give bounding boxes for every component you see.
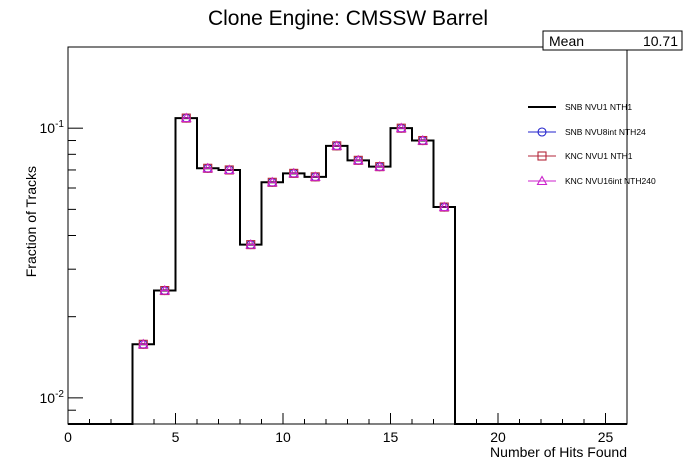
- y-axis-label: Fraction of Tracks: [23, 166, 39, 277]
- triangle-marker: [202, 162, 214, 173]
- square-marker: [537, 151, 547, 161]
- series-snb-nvu8int-nth24: [138, 113, 449, 349]
- histogram-step-line: [68, 117, 627, 425]
- triangle-marker: [288, 167, 300, 178]
- legend-label: SNB NVU8int NTH24: [565, 127, 646, 137]
- legend: SNB NVU1 NTH1 SNB NVU8int NTH24 KNC NVU1 N…: [528, 102, 656, 186]
- legend-entry-knc-nvu1-nth1: KNC NVU1 NTH1: [528, 151, 633, 161]
- legend-label: KNC NVU1 NTH1: [565, 151, 633, 161]
- legend-entry-snb-nvu1-nth1: SNB NVU1 NTH1: [528, 102, 632, 112]
- triangle-marker: [331, 140, 343, 150]
- triangle-marker: [159, 284, 171, 295]
- triangle-marker: [309, 171, 321, 181]
- stats-box-frame: [542, 30, 683, 51]
- triangle-marker: [536, 175, 548, 186]
- triangle-marker: [180, 112, 192, 123]
- stats-box: Mean 10.71: [542, 30, 683, 51]
- x-tick-label: 15: [383, 429, 399, 445]
- series-snb-nvu1-nth1: [68, 117, 627, 425]
- triangle-marker: [374, 161, 386, 171]
- legend-label: KNC NVU16int NTH240: [565, 176, 656, 186]
- series-knc-nvu16int-nth240: [137, 112, 450, 349]
- triangle-marker: [266, 176, 278, 187]
- series-group: [68, 112, 627, 425]
- x-tick-label: 20: [490, 429, 506, 445]
- series-knc-nvu1-nth1: [138, 113, 449, 349]
- triangle-marker: [438, 201, 450, 212]
- x-tick-label: 0: [64, 429, 72, 445]
- stats-mean-value: 10.71: [643, 33, 678, 49]
- stats-mean-label: Mean: [549, 33, 584, 49]
- triangle-marker: [395, 122, 407, 133]
- x-tick-label: 10: [275, 429, 291, 445]
- y-tick-label: 10-2: [40, 389, 65, 406]
- y-axis: 10-2 10-1: [40, 46, 83, 425]
- x-axis-label: Number of Hits Found: [490, 444, 627, 460]
- x-tick-label: 5: [172, 429, 180, 445]
- triangle-marker: [223, 164, 235, 175]
- triangle-marker: [245, 239, 257, 249]
- x-tick-label: 25: [598, 429, 614, 445]
- plot-frame: [67, 46, 628, 425]
- legend-label: SNB NVU1 NTH1: [565, 102, 632, 112]
- triangle-marker: [137, 338, 149, 349]
- triangle-marker: [352, 154, 364, 165]
- chart-title: Clone Engine: CMSSW Barrel: [208, 7, 488, 30]
- x-axis: 0 5 10 15 20 25: [64, 413, 628, 445]
- legend-entry-snb-nvu8int-nth24: SNB NVU8int NTH24: [528, 127, 646, 137]
- triangle-marker: [417, 134, 429, 145]
- plot-area-border: [67, 46, 628, 425]
- legend-entry-knc-nvu16int-nth240: KNC NVU16int NTH240: [528, 175, 656, 186]
- y-tick-label: 10-1: [40, 119, 65, 136]
- circle-marker: [537, 127, 547, 137]
